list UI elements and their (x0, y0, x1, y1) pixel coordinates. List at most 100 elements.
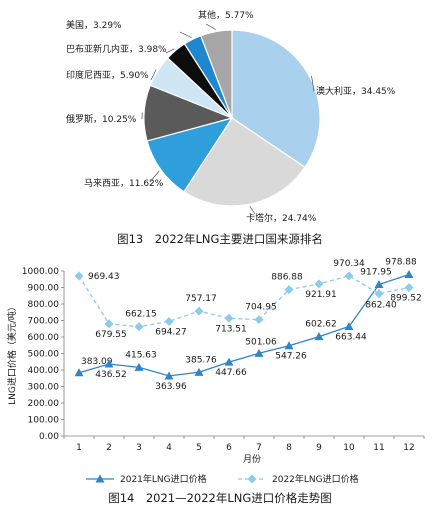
data-label-2021: 383.09 (81, 357, 113, 367)
data-point-2021 (254, 348, 264, 357)
line-chart-caption: 图14 2021—2022年LNG进口价格走势图 (108, 491, 332, 505)
pie-slice-label: 印度尼西亚，5.90% (66, 69, 149, 81)
x-tick-label: 12 (403, 443, 414, 453)
data-label-2021: 917.95 (360, 268, 392, 278)
data-label-2022: 862.40 (365, 301, 397, 311)
data-point-2022 (254, 315, 264, 325)
data-point-2021 (344, 322, 354, 331)
data-label-2022: 679.55 (95, 330, 127, 340)
data-label-2022: 694.27 (155, 327, 187, 337)
data-point-2021 (74, 368, 84, 377)
y-tick-label: 900.00 (28, 284, 60, 294)
pie-chart: 澳大利亚，34.45% 卡塔尔，24.74% 马来西亚，11.62% 俄罗斯，10.2… (66, 9, 396, 224)
data-label-2022: 899.52 (390, 294, 422, 304)
data-point-2021 (374, 280, 384, 289)
data-label-2021: 363.96 (155, 382, 187, 392)
pie-slice-label: 卡塔尔，24.74% (246, 212, 317, 224)
data-point-2022 (344, 271, 354, 281)
data-label-2022: 886.88 (271, 273, 303, 283)
x-tick-label: 9 (316, 443, 322, 453)
x-tick-label: 10 (343, 443, 355, 453)
y-tick-label: 700.00 (28, 317, 60, 327)
x-axis-title: 月份 (243, 453, 261, 465)
data-point-2022 (374, 289, 384, 299)
pie-slice-label: 巴布亚新几内亚，3.98% (66, 43, 167, 55)
data-label-2022: 969.43 (88, 272, 120, 282)
y-tick-label: 200.00 (28, 399, 60, 409)
y-tick-label: 1000.00 (22, 267, 59, 277)
data-label-2022: 970.34 (333, 259, 365, 269)
pie-leader-line (165, 48, 175, 54)
data-label-2021: 663.44 (335, 333, 367, 343)
data-label-2021: 385.76 (185, 355, 217, 365)
y-tick-label: 100.00 (28, 416, 60, 426)
pie-slice-2 (183, 117, 306, 207)
data-label-2022: 704.95 (245, 303, 277, 313)
pie-leader-line (311, 75, 315, 92)
data-point-2022 (194, 306, 204, 316)
data-label-2022: 713.51 (215, 324, 247, 334)
data-point-2022 (104, 319, 114, 329)
data-point-2022 (164, 316, 174, 326)
data-point-2022 (134, 322, 144, 332)
pie-slice-1 (231, 29, 321, 169)
y-axis-title: LNG进口价格（美元/吨） (6, 302, 18, 405)
y-tick-label: 600.00 (28, 333, 60, 343)
x-tick-label: 11 (373, 443, 384, 453)
legend-marker-triangle (95, 474, 105, 483)
legend-label: 2021年LNG进口价格 (120, 473, 207, 485)
data-point-2022 (284, 285, 294, 295)
y-tick-label: 800.00 (28, 300, 60, 310)
y-tick-label: 500.00 (28, 350, 60, 360)
legend-marker-diamond (247, 474, 257, 484)
data-label-2021: 415.63 (125, 350, 157, 360)
pie-leader-line (149, 170, 160, 183)
x-tick-label: 6 (226, 443, 232, 453)
line-chart: 0.00 100.00 200.00 300.00 400.00 500.00 600.00… (6, 257, 425, 485)
data-point-2021 (164, 371, 174, 380)
data-label-2022: 921.91 (305, 290, 337, 300)
data-point-2021 (194, 367, 204, 376)
x-tick-label: 4 (166, 443, 172, 453)
pie-slice-label: 美国，3.29% (66, 19, 122, 31)
pie-slice-label: 马来西亚，11.62% (84, 178, 164, 189)
data-point-2021 (284, 341, 294, 350)
data-point-2021 (224, 357, 234, 366)
data-label-2021: 501.06 (245, 337, 277, 347)
y-tick-label: 400.00 (28, 366, 60, 376)
pie-leader-line (205, 23, 216, 30)
pie-leader-line (150, 69, 157, 81)
x-tick-label: 3 (136, 443, 142, 453)
data-label-2021: 602.62 (305, 320, 337, 330)
data-point-2022 (74, 271, 84, 281)
y-tick-label: 0.00 (39, 432, 59, 442)
data-point-2021 (134, 362, 144, 371)
data-point-2021 (314, 332, 324, 341)
data-point-2022 (404, 283, 414, 293)
legend-label: 2022年LNG进口价格 (272, 473, 359, 485)
x-tick-label: 5 (196, 443, 202, 453)
pie-leader-line (249, 206, 256, 215)
x-tick-label: 8 (286, 443, 292, 453)
data-label-2021: 447.66 (215, 368, 247, 378)
pie-slice-label: 澳大利亚，34.45% (316, 85, 396, 97)
pie-slice-8 (200, 29, 233, 119)
pie-chart-caption: 图13 2022年LNG主要进口国来源排名 (117, 232, 323, 246)
data-point-2021 (104, 359, 114, 368)
data-point-2021 (404, 269, 414, 278)
data-point-2022 (224, 313, 234, 323)
x-tick-label: 1 (76, 443, 82, 453)
pie-slice-3 (146, 117, 234, 193)
x-tick-label: 2 (106, 443, 112, 453)
pie-leader-line (179, 31, 192, 38)
data-label-2021: 436.52 (95, 370, 127, 380)
data-label-2021: 978.88 (385, 257, 417, 267)
pie-slice-label: 其他，5.77% (198, 9, 254, 21)
data-label-2022: 757.17 (185, 294, 217, 304)
pie-slice-label: 俄罗斯，10.25% (66, 113, 137, 125)
series-line-2021 (78, 273, 410, 377)
data-point-2022 (314, 279, 324, 289)
data-label-2022: 662.15 (125, 310, 157, 320)
y-tick-label: 300.00 (28, 383, 60, 393)
